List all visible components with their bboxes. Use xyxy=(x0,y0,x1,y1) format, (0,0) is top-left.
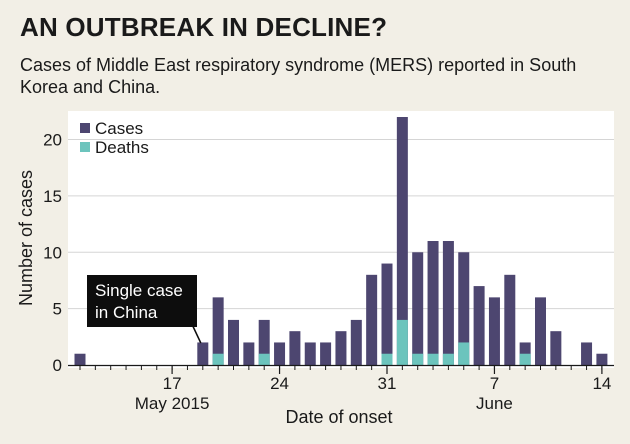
x-tick-label: 7 xyxy=(490,374,499,393)
bar-cases xyxy=(427,241,439,365)
chart-title: AN OUTBREAK IN DECLINE? xyxy=(20,12,388,42)
legend-label-deaths: Deaths xyxy=(95,138,149,157)
x-month-label: May 2015 xyxy=(135,394,210,413)
annotation-box xyxy=(87,275,197,327)
bar-cases xyxy=(381,263,393,365)
legend-label-cases: Cases xyxy=(95,119,143,138)
bar-cases xyxy=(274,342,286,365)
bar-cases xyxy=(442,241,454,365)
bar-deaths xyxy=(396,319,408,365)
bar-deaths xyxy=(212,353,224,365)
y-tick-label: 20 xyxy=(43,131,62,150)
bar-deaths xyxy=(427,353,439,365)
bar-cases xyxy=(535,297,546,365)
bar-deaths xyxy=(258,353,270,365)
annotation-text: in China xyxy=(95,303,158,322)
bar-deaths xyxy=(458,342,470,365)
y-axis-label: Number of cases xyxy=(16,170,36,306)
annotation-leader-line xyxy=(189,319,202,344)
y-tick-label: 0 xyxy=(53,356,62,375)
x-axis-label: Date of onset xyxy=(285,407,392,427)
bar-cases xyxy=(335,331,347,365)
y-tick-label: 15 xyxy=(43,187,62,206)
x-tick-label: 14 xyxy=(592,374,611,393)
annotation-text: Single case xyxy=(95,281,183,300)
bar-cases xyxy=(581,342,593,365)
plot-area xyxy=(68,111,614,368)
legend-swatch-cases xyxy=(80,123,90,133)
bar-cases xyxy=(412,252,424,365)
y-tick-label: 5 xyxy=(53,300,62,319)
bar-deaths xyxy=(442,353,454,365)
x-tick-label: 17 xyxy=(163,374,182,393)
bar-cases xyxy=(228,319,239,365)
bar-cases xyxy=(289,331,301,365)
bar-cases xyxy=(197,342,209,365)
y-tick-label: 10 xyxy=(43,243,62,262)
bar-deaths xyxy=(381,353,393,365)
bar-cases xyxy=(304,342,316,365)
bar-cases xyxy=(212,297,224,365)
bar-cases xyxy=(258,319,270,365)
bar-cases xyxy=(350,319,362,365)
x-tick-label: 24 xyxy=(270,374,289,393)
bar-cases xyxy=(550,331,562,365)
bar-deaths xyxy=(412,353,424,365)
legend-swatch-deaths xyxy=(80,142,90,152)
bar-cases xyxy=(488,297,500,365)
chart-subtitle: Cases of Middle East respiratory syndrom… xyxy=(20,55,577,97)
x-tick-label: 31 xyxy=(378,374,397,393)
bar-cases xyxy=(74,353,86,365)
bar-cases xyxy=(396,117,408,365)
bar-cases xyxy=(243,342,255,365)
bar-cases xyxy=(473,286,485,365)
x-month-label: June xyxy=(476,394,513,413)
bar-cases xyxy=(320,342,332,365)
bar-cases xyxy=(366,274,378,365)
bar-deaths xyxy=(519,353,531,365)
bar-cases xyxy=(596,353,608,365)
bar-cases xyxy=(458,252,470,365)
bar-cases xyxy=(504,274,516,365)
